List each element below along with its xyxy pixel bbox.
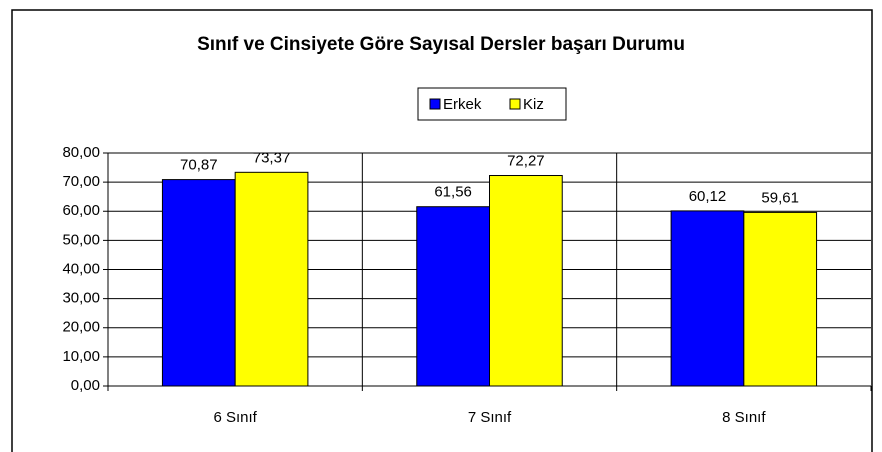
chart-title: Sınıf ve Cinsiyete Göre Sayısal Dersler … [197,34,685,55]
y-tick-label: 0,00 [71,377,100,394]
x-tick-label: 7 Sınıf [468,409,512,426]
y-tick-label: 60,00 [62,202,100,219]
data-label: 73,37 [253,149,291,166]
y-tick-label: 80,00 [62,144,100,161]
legend-swatch [429,98,441,110]
data-label: 70,87 [180,157,218,174]
y-tick-label: 20,00 [62,319,100,336]
y-tick-label: 40,00 [62,260,100,277]
y-tick-label: 70,00 [62,173,100,190]
y-tick-label: 50,00 [62,231,100,248]
bar [161,179,236,387]
y-tick-label: 30,00 [62,290,100,307]
bar [234,171,309,387]
x-tick-label: 8 Sınıf [722,409,766,426]
bar [743,211,818,387]
legend-label: Erkek [443,96,482,113]
data-label: 61,56 [434,184,472,201]
data-label: 59,61 [761,189,799,206]
bar [489,175,563,387]
legend-box [417,87,567,121]
bar [670,210,745,387]
data-label: 60,12 [689,188,727,205]
data-label: 72,27 [507,152,545,169]
y-tick-label: 10,00 [62,348,100,365]
x-tick-label: 6 Sınıf [213,409,257,426]
legend-label: Kiz [523,96,544,113]
legend-swatch [509,98,521,110]
bar [416,206,491,387]
